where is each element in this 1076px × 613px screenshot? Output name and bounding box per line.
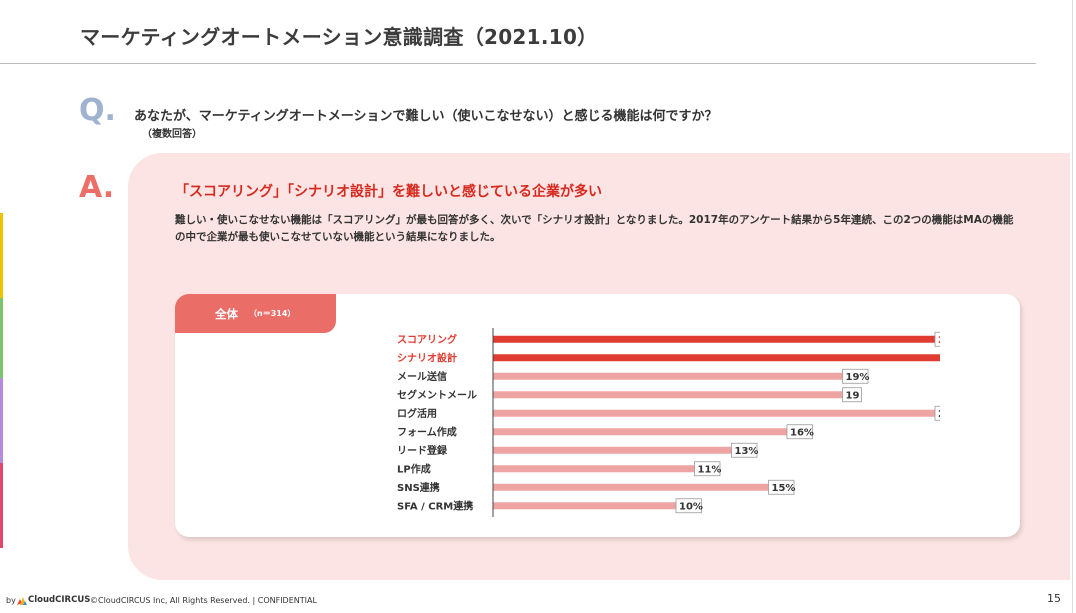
value-label: 15% bbox=[772, 483, 796, 494]
value-label: 24 bbox=[938, 335, 940, 346]
cloudcircus-logo: CloudCIRCUS bbox=[28, 595, 90, 605]
value-label: 16% bbox=[790, 427, 814, 438]
category-label: SFA / CRM連携 bbox=[397, 499, 473, 512]
answer-headline: 「スコアリング」「シナリオ設計」を難しいと感じている企業が多い bbox=[175, 184, 602, 200]
category-label: SNS連携 bbox=[397, 481, 440, 494]
value-label-box bbox=[731, 442, 758, 458]
left-accent-strip bbox=[0, 213, 3, 298]
bar bbox=[493, 354, 940, 362]
answer-body: 難しい・使いこなせない機能は「スコアリング」が最も回答が多く、次いで「シナリオ設… bbox=[175, 214, 1014, 243]
footer-copyright: ©CloudCIRCUS Inc, All Rights Reserved. |… bbox=[90, 596, 317, 605]
bar bbox=[493, 391, 845, 399]
bar bbox=[493, 428, 789, 436]
left-accent-strip bbox=[0, 463, 3, 548]
bar bbox=[493, 465, 697, 473]
category-label: スコアリング bbox=[397, 333, 457, 346]
right-border bbox=[1072, 0, 1073, 613]
chart-tab: 全体 （n＝314） bbox=[175, 294, 336, 333]
value-label-box bbox=[694, 461, 721, 477]
logo-circus-text: CIRCUS bbox=[55, 595, 91, 605]
bar-chart: スコアリング24シナリオ設計25メール送信19%セグメントメール19ログ活用24… bbox=[397, 328, 940, 517]
page-number: 15 bbox=[1047, 592, 1061, 605]
slide-title: マーケティングオートメーション意識調査（2021.10） bbox=[80, 25, 598, 49]
category-label: シナリオ設計 bbox=[397, 351, 457, 364]
bar bbox=[493, 335, 937, 343]
category-label: メール送信 bbox=[397, 370, 447, 383]
category-label: ログ活用 bbox=[397, 407, 437, 420]
value-label-box bbox=[842, 387, 862, 403]
value-label: 24% bbox=[938, 409, 940, 420]
value-label-box bbox=[934, 405, 940, 421]
footer-by: by bbox=[6, 596, 16, 605]
cloudcircus-logo-icon bbox=[17, 597, 27, 605]
answer-mark-label: A. bbox=[79, 170, 115, 205]
bar bbox=[493, 483, 771, 491]
value-label-box bbox=[786, 424, 813, 440]
left-accent-strip bbox=[0, 378, 3, 463]
value-label-box bbox=[842, 368, 869, 384]
question-text: あなたが、マーケティングオートメーションで難しい（使いこなせない）と感じる機能は… bbox=[134, 109, 718, 124]
title-divider bbox=[0, 63, 1036, 64]
value-label-box bbox=[675, 498, 702, 514]
category-label: LP作成 bbox=[397, 462, 431, 475]
bar bbox=[493, 372, 845, 380]
value-label-box bbox=[934, 331, 940, 347]
value-label: 19 bbox=[846, 390, 860, 401]
category-label: セグメントメール bbox=[397, 388, 477, 401]
chart-tab-sample-size: （n＝314） bbox=[249, 309, 296, 318]
chart-tab-label: 全体 bbox=[215, 307, 238, 321]
value-label: 19% bbox=[846, 372, 870, 383]
left-accent-strip bbox=[0, 298, 3, 378]
category-label: フォーム作成 bbox=[397, 425, 457, 438]
value-label: 11% bbox=[698, 464, 722, 475]
question-note: （複数回答） bbox=[142, 129, 202, 140]
bar bbox=[493, 409, 937, 417]
value-label: 10% bbox=[679, 501, 703, 512]
category-label: リード登録 bbox=[397, 444, 448, 457]
bar bbox=[493, 502, 678, 510]
logo-cloud-text: Cloud bbox=[28, 595, 56, 605]
bar bbox=[493, 446, 734, 454]
value-label-box bbox=[768, 479, 795, 495]
question-mark-label: Q. bbox=[79, 93, 116, 128]
value-label: 13% bbox=[735, 446, 759, 457]
